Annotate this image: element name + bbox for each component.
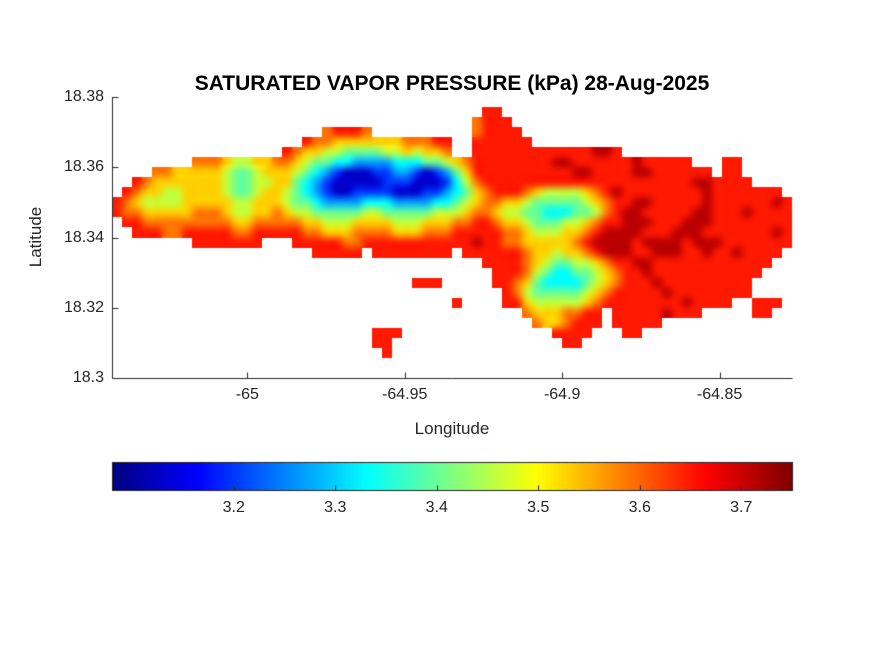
chart-title: SATURATED VAPOR PRESSURE (kPa) 28-Aug-20… — [194, 72, 710, 95]
y-axis-label: Latitude — [26, 206, 45, 268]
x-axis-label: Longitude — [414, 419, 490, 438]
